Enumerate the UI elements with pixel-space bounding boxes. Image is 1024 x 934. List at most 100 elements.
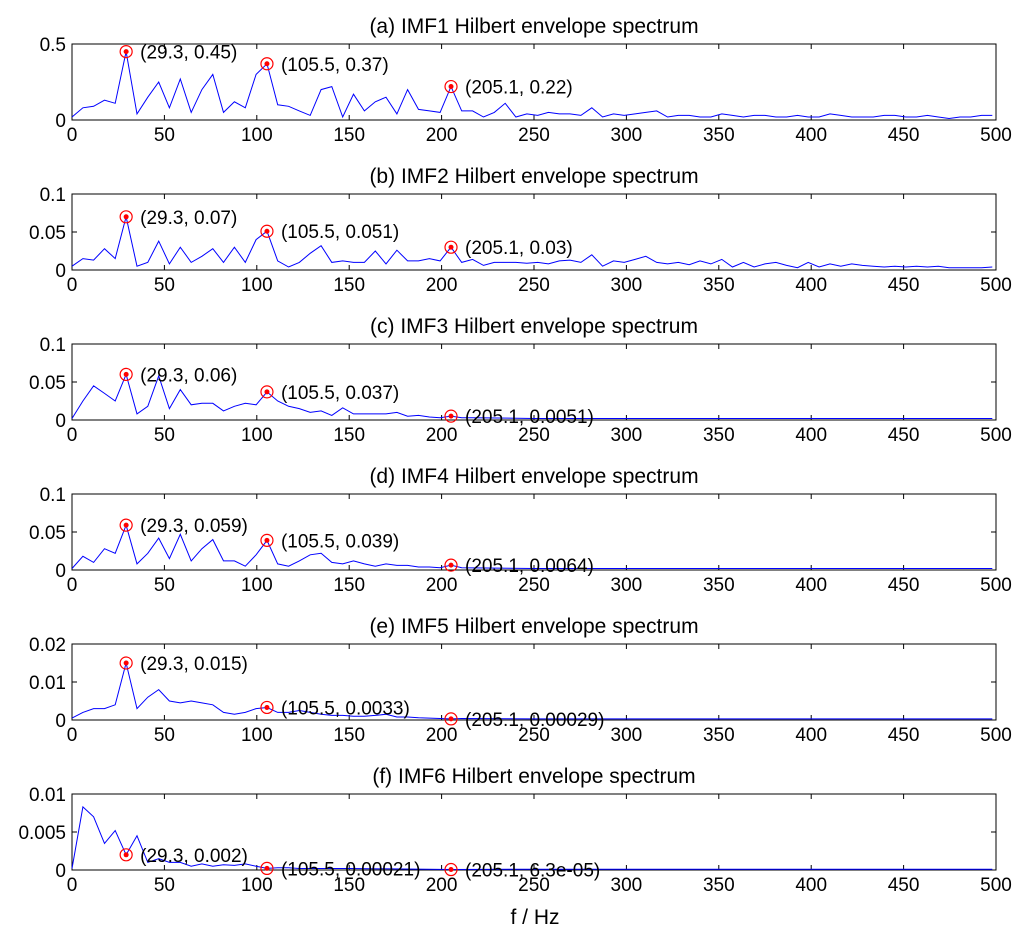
y-tick-label: 0.1: [40, 185, 66, 206]
peak-marker-circle: [260, 224, 274, 238]
peak-marker-dot: [123, 522, 129, 528]
y-tick-label: 0.05: [29, 373, 66, 394]
x-tick-label: 300: [611, 575, 643, 596]
peak-marker-dot: [264, 389, 270, 395]
peak-marker-dot: [448, 244, 454, 250]
subplot-5: (e) IMF5 Hilbert envelope spectrum 0 50 100…: [29, 615, 1012, 746]
x-tick-label: 0: [67, 725, 78, 746]
peak-marker-circle: [444, 240, 458, 254]
subplot-1: (a) IMF1 Hilbert envelope spectrum 0 50 100…: [40, 15, 1012, 146]
peak-marker-dot: [448, 562, 454, 568]
peak-marker-dot: [123, 371, 129, 377]
y-tick-label: 0.05: [29, 523, 66, 544]
peak-annotation: (205.1, 0.00029): [465, 710, 604, 731]
peak-annotation: (105.5, 0.37): [281, 55, 389, 76]
x-tick-label: 100: [241, 575, 273, 596]
spectrum-line: [71, 51, 993, 120]
x-tick-label: 400: [795, 725, 827, 746]
peak-annotation: (105.5, 0.0033): [281, 698, 410, 719]
y-tick-label: 0.02: [29, 635, 66, 656]
x-tick-label: 400: [795, 275, 827, 296]
x-tick-label: 350: [703, 875, 735, 896]
x-tick-label: 50: [154, 875, 175, 896]
x-tick-label: 450: [888, 125, 920, 146]
peak-marker-dot: [264, 865, 270, 871]
y-tick-label: 0: [55, 411, 66, 432]
y-tick-label: 0: [55, 111, 66, 132]
subplot-3: (c) IMF3 Hilbert envelope spectrum 0 50 100…: [29, 315, 1012, 446]
x-tick-label: 400: [795, 425, 827, 446]
peak-marker-circle: [444, 558, 458, 572]
axes-frame: [71, 493, 997, 571]
x-tick-label: 250: [518, 875, 550, 896]
peak-marker-circle: [119, 367, 133, 381]
subplot-6: (f) IMF6 Hilbert envelope spectrum 0 50 100…: [18, 765, 1011, 896]
spectrum-line: [71, 805, 993, 871]
x-tick-label: 500: [980, 425, 1012, 446]
peak-annotation: (105.5, 0.00021): [281, 859, 420, 880]
x-tick-label: 200: [426, 725, 458, 746]
x-tick-label: 300: [611, 125, 643, 146]
x-tick-label: 150: [333, 425, 365, 446]
x-tick-label: 150: [333, 875, 365, 896]
x-tick-label: 400: [795, 875, 827, 896]
x-tick-label: 500: [980, 575, 1012, 596]
peak-annotation: (205.1, 0.0051): [465, 407, 594, 428]
y-tick-label: 0.5: [40, 35, 66, 56]
x-tick-label: 150: [333, 275, 365, 296]
peak-marker-circle: [260, 385, 274, 399]
axes-frame: [71, 643, 997, 721]
peak-annotation: (205.1, 6.3e-05): [465, 861, 600, 882]
peak-annotation: (105.5, 0.051): [281, 222, 399, 243]
subplot-2: (b) IMF2 Hilbert envelope spectrum 0 50 100…: [29, 165, 1012, 296]
x-axis-label: f / Hz: [510, 906, 559, 929]
peak-marker-dot: [264, 704, 270, 710]
x-tick-label: 150: [333, 125, 365, 146]
y-tick-label: 0.1: [40, 335, 66, 356]
x-tick-label: 350: [703, 425, 735, 446]
peak-annotation: (105.5, 0.039): [281, 531, 399, 552]
x-tick-label: 200: [426, 575, 458, 596]
subplot-title: (e) IMF5 Hilbert envelope spectrum: [369, 615, 698, 638]
x-tick-label: 0: [67, 125, 78, 146]
peak-annotation: (205.1, 0.03): [465, 238, 573, 259]
axes-frame: [71, 43, 997, 121]
peak-marker-circle: [119, 44, 133, 59]
peak-marker-circle: [260, 861, 274, 876]
x-tick-label: 200: [426, 125, 458, 146]
x-tick-label: 400: [795, 575, 827, 596]
subplot-title: (a) IMF1 Hilbert envelope spectrum: [369, 15, 698, 38]
spectrum-line: [71, 372, 993, 419]
x-tick-label: 450: [888, 725, 920, 746]
subplot-title: (f) IMF6 Hilbert envelope spectrum: [372, 765, 695, 788]
peak-marker-dot: [264, 61, 270, 67]
x-tick-label: 300: [611, 725, 643, 746]
x-tick-label: 500: [980, 125, 1012, 146]
peak-annotation: (29.3, 0.002): [140, 846, 248, 867]
axes-frame: [71, 793, 997, 871]
x-tick-label: 200: [426, 275, 458, 296]
y-tick-label: 0.1: [40, 485, 66, 506]
y-tick-label: 0: [55, 261, 66, 282]
x-tick-label: 50: [154, 425, 175, 446]
peak-annotation: (29.3, 0.015): [140, 654, 248, 675]
subplots: (a) IMF1 Hilbert envelope spectrum 0 50 100…: [18, 15, 1011, 896]
x-tick-label: 500: [980, 275, 1012, 296]
x-tick-label: 0: [67, 875, 78, 896]
subplot-title: (c) IMF3 Hilbert envelope spectrum: [370, 315, 698, 338]
peak-marker-dot: [264, 228, 270, 234]
x-tick-label: 100: [241, 425, 273, 446]
peak-marker-circle: [260, 533, 274, 547]
y-tick-label: 0: [55, 861, 66, 882]
subplot-title: (d) IMF4 Hilbert envelope spectrum: [369, 465, 698, 488]
subplot-4: (d) IMF4 Hilbert envelope spectrum 0 50 100…: [29, 465, 1012, 596]
x-tick-label: 0: [67, 275, 78, 296]
peak-marker-circle: [119, 518, 133, 532]
x-tick-label: 150: [333, 575, 365, 596]
x-tick-label: 300: [611, 875, 643, 896]
x-tick-label: 150: [333, 725, 365, 746]
peak-marker-circle: [119, 656, 133, 670]
y-tick-label: 0.01: [29, 673, 66, 694]
peak-marker-dot: [448, 716, 454, 722]
peak-marker-circle: [260, 700, 274, 715]
